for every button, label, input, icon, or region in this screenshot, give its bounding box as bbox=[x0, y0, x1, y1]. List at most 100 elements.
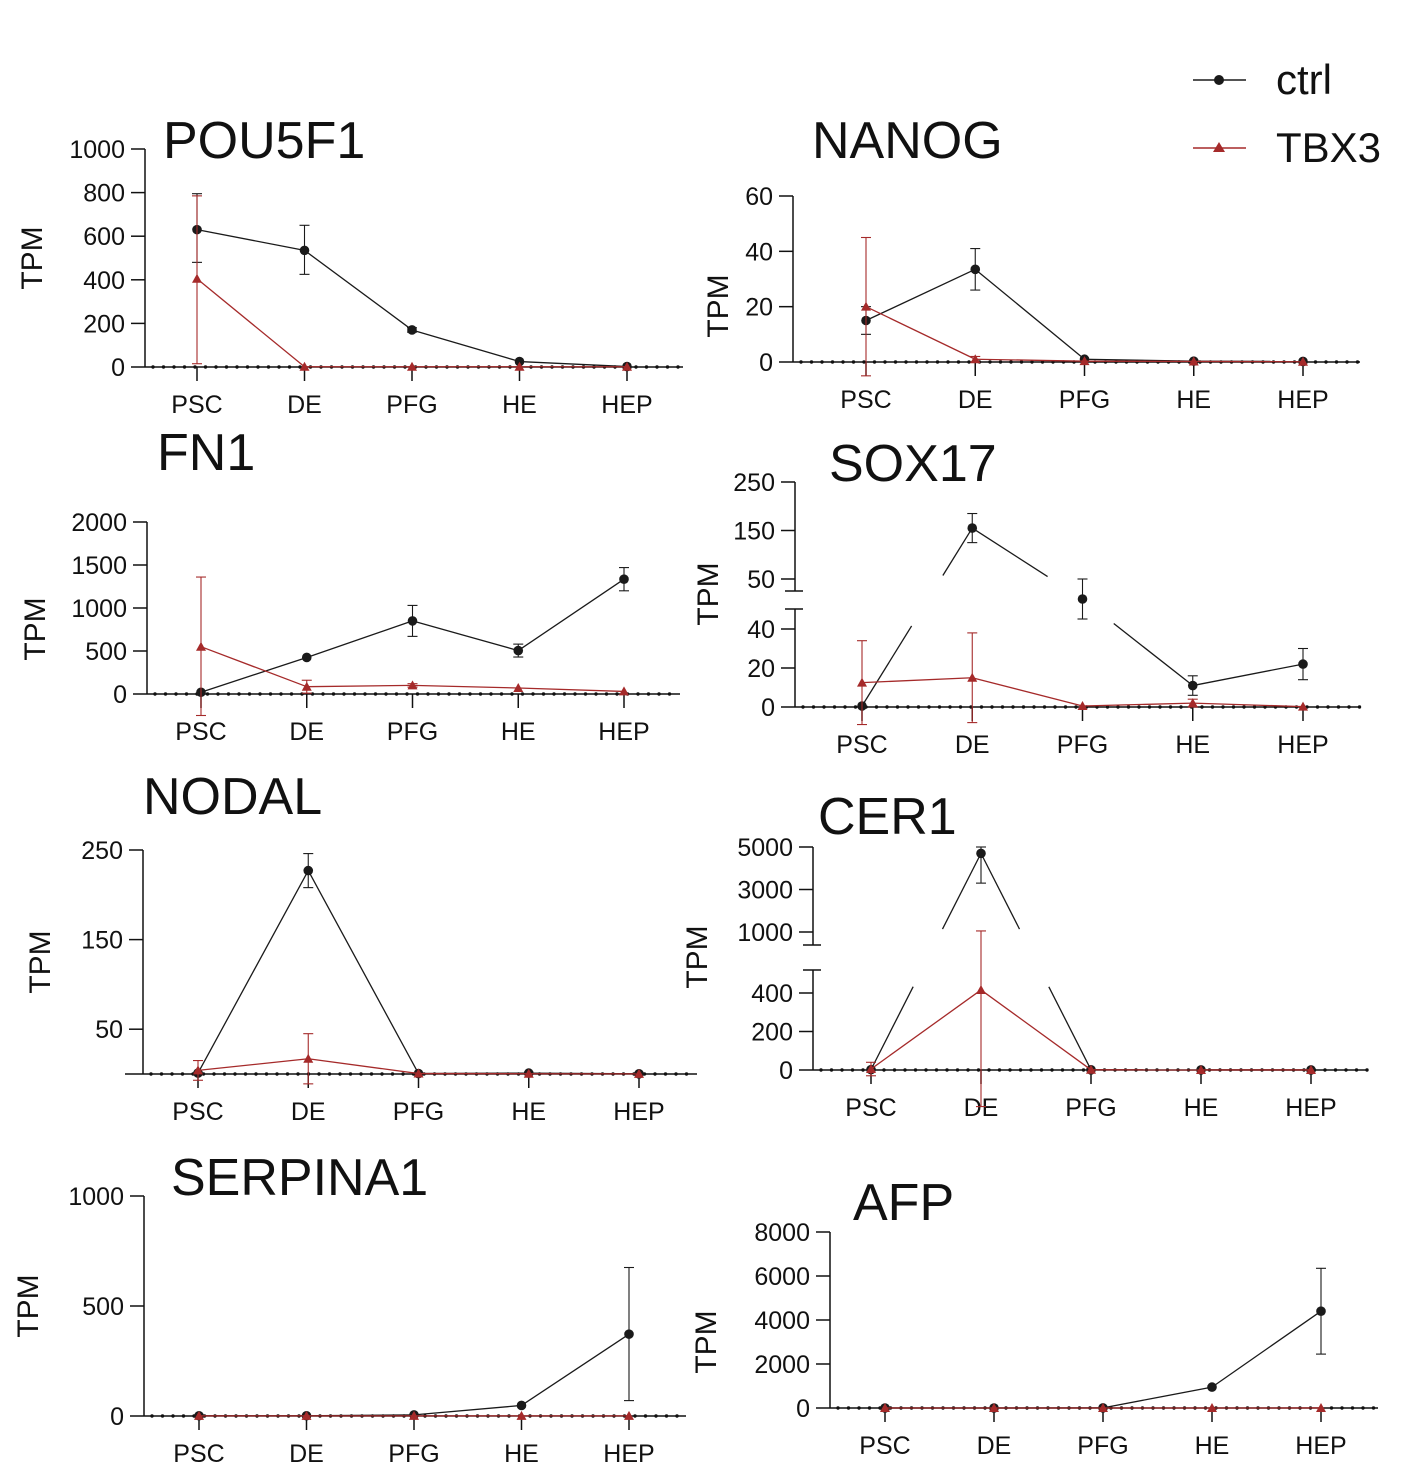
x-axis-dot bbox=[1200, 705, 1204, 709]
y-tick-label: 1000 bbox=[69, 136, 125, 164]
data-point-tbx3 bbox=[1298, 356, 1308, 366]
x-axis-dot bbox=[1252, 705, 1257, 709]
x-axis-dot bbox=[159, 1072, 164, 1076]
x-axis-dot bbox=[997, 1068, 1002, 1072]
x-axis-dot bbox=[925, 360, 929, 364]
series-tbx3 bbox=[192, 195, 632, 371]
y-tick-label: 1000 bbox=[71, 595, 127, 623]
series-ctrl bbox=[194, 1266, 634, 1421]
y-tick-label: 200 bbox=[83, 310, 125, 338]
data-point-ctrl bbox=[1298, 659, 1308, 669]
x-axis-dot bbox=[1147, 705, 1152, 709]
x-axis-dot bbox=[906, 705, 910, 709]
x-axis-dot bbox=[927, 705, 931, 709]
x-axis-dot bbox=[924, 1068, 928, 1072]
data-point-ctrl bbox=[624, 1329, 634, 1339]
x-tick-label: PSC bbox=[172, 1098, 223, 1126]
x-axis-dot bbox=[1018, 1068, 1023, 1072]
x-axis-dot bbox=[1039, 1068, 1044, 1072]
x-axis-dot bbox=[882, 1068, 886, 1072]
x-axis-dot bbox=[998, 360, 1003, 364]
y-tick-label: 500 bbox=[82, 1293, 124, 1321]
series-line-segment bbox=[197, 870, 309, 1074]
x-axis-dot bbox=[415, 692, 420, 696]
data-point-ctrl bbox=[407, 616, 418, 626]
series-line-segment bbox=[307, 870, 420, 1074]
x-axis-dot bbox=[478, 692, 483, 696]
x-axis-dot bbox=[510, 692, 514, 696]
data-point-tbx3 bbox=[513, 682, 524, 692]
data-point-tbx3 bbox=[407, 680, 418, 690]
data-point-ctrl bbox=[1187, 680, 1198, 691]
x-axis-dot bbox=[182, 365, 187, 369]
y-tick-label: 200 bbox=[751, 1019, 793, 1047]
series-line-segment bbox=[974, 268, 1085, 360]
series-ctrl bbox=[866, 846, 1316, 1075]
x-tick-label: PFG bbox=[388, 1440, 439, 1464]
x-axis-dot bbox=[665, 365, 670, 369]
y-tick-label: 500 bbox=[85, 638, 127, 666]
x-axis-dot bbox=[317, 1072, 321, 1076]
x-axis-dot bbox=[214, 365, 218, 369]
x-axis-dot bbox=[820, 360, 824, 364]
x-axis-dot bbox=[279, 692, 283, 696]
x-axis-dot bbox=[573, 692, 577, 696]
x-axis-dot bbox=[892, 1068, 897, 1072]
x-axis-dot bbox=[193, 365, 197, 369]
series-line-segment bbox=[980, 989, 1092, 1071]
x-axis-dot bbox=[174, 692, 178, 696]
x-axis-dot bbox=[945, 1068, 949, 1072]
x-axis-dot bbox=[830, 360, 835, 364]
y-tick-label: 20 bbox=[747, 655, 775, 683]
x-axis-dot bbox=[237, 692, 241, 696]
y-tick-label: 1000 bbox=[68, 1183, 124, 1211]
x-axis-dot bbox=[562, 692, 567, 696]
x-axis-dot bbox=[296, 1072, 300, 1076]
x-axis-dot bbox=[1019, 360, 1024, 364]
y-tick-label: 2000 bbox=[754, 1351, 810, 1379]
x-axis-dot bbox=[172, 365, 176, 369]
x-tick-label: PSC bbox=[859, 1432, 910, 1460]
y-tick-label: 20 bbox=[745, 294, 773, 322]
series-tbx3 bbox=[193, 1033, 644, 1085]
data-point-ctrl bbox=[1077, 594, 1088, 604]
series-line-segment bbox=[200, 646, 307, 688]
x-axis-dot bbox=[222, 1072, 227, 1076]
x-axis-dot bbox=[883, 360, 887, 364]
panel-afp: AFP TPM 0 2000 4000 6000 8000 PSC DE PFG HE HEP bbox=[690, 1174, 1378, 1460]
x-axis-dot bbox=[254, 1072, 258, 1076]
series-line-segment bbox=[413, 1404, 522, 1416]
x-axis-dot bbox=[1158, 705, 1162, 709]
data-point-tbx3 bbox=[1077, 701, 1088, 711]
x-axis-dot bbox=[644, 365, 649, 369]
data-point-ctrl bbox=[967, 523, 978, 533]
x-axis-dot bbox=[799, 360, 803, 364]
x-tick-label: HE bbox=[504, 1440, 539, 1464]
series-ctrl bbox=[192, 193, 632, 372]
x-axis-dot bbox=[874, 705, 879, 709]
x-tick-label: PSC bbox=[173, 1440, 224, 1464]
x-axis-dot bbox=[634, 365, 638, 369]
data-point-tbx3 bbox=[624, 1410, 634, 1420]
series-line-segment bbox=[308, 1058, 419, 1075]
x-axis-dot bbox=[913, 1068, 918, 1072]
x-tick-label: HE bbox=[1176, 386, 1211, 414]
x-axis-dot bbox=[988, 360, 992, 364]
panel-nanog: NANOG TPM 0 20 40 60 PSC DE PFG HE HEP bbox=[702, 112, 1360, 414]
x-tick-label: DE bbox=[289, 1440, 324, 1464]
x-axis-dot bbox=[1040, 360, 1045, 364]
y-tick-label: 0 bbox=[111, 354, 125, 382]
series-line-segment bbox=[980, 853, 1021, 930]
x-axis-dot bbox=[937, 705, 942, 709]
data-point-tbx3 bbox=[622, 361, 632, 371]
data-point-tbx3 bbox=[407, 361, 417, 371]
x-axis-dot bbox=[667, 692, 672, 696]
data-point-tbx3 bbox=[1188, 356, 1199, 366]
x-axis-dot bbox=[1032, 705, 1036, 709]
x-axis-dot bbox=[893, 360, 898, 364]
x-axis-dot bbox=[1168, 705, 1173, 709]
x-axis-dot bbox=[457, 692, 462, 696]
x-tick-label: HE bbox=[502, 391, 537, 419]
x-axis-dot bbox=[976, 1068, 981, 1072]
x-axis-dot bbox=[948, 705, 952, 709]
